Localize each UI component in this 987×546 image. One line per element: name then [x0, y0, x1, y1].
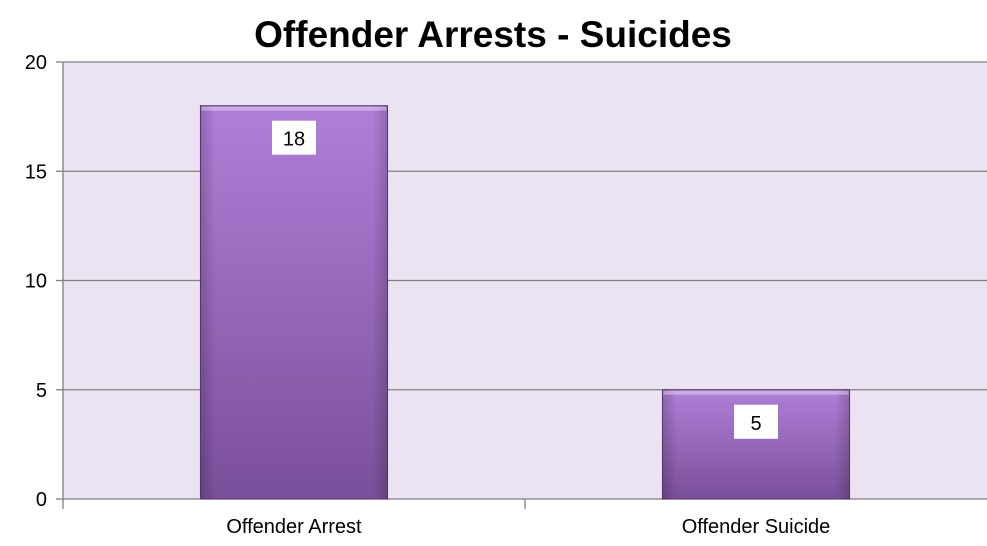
chart-title: Offender Arrests - Suicides — [254, 14, 732, 55]
y-tick-label: 0 — [36, 489, 47, 511]
data-label: 5 — [750, 413, 761, 435]
y-tick-label: 10 — [25, 271, 47, 293]
y-tick-label: 15 — [25, 161, 47, 183]
category-label: Offender Suicide — [682, 516, 831, 538]
category-label: Offender Arrest — [226, 516, 362, 538]
data-label-box — [272, 120, 316, 155]
bar-bevel — [663, 390, 849, 395]
bar-bevel — [201, 106, 387, 111]
bars — [199, 105, 851, 500]
data-label: 18 — [283, 129, 305, 151]
y-tick-label: 5 — [36, 380, 47, 402]
y-tick-label: 20 — [25, 52, 47, 74]
y-tick-labels: 0 5 10 15 20 — [25, 52, 47, 511]
data-label-box — [734, 404, 778, 439]
category-labels: Offender Arrest Offender Suicide — [226, 516, 830, 538]
bar-shading — [200, 105, 388, 499]
data-labels: 18 5 — [272, 120, 778, 439]
